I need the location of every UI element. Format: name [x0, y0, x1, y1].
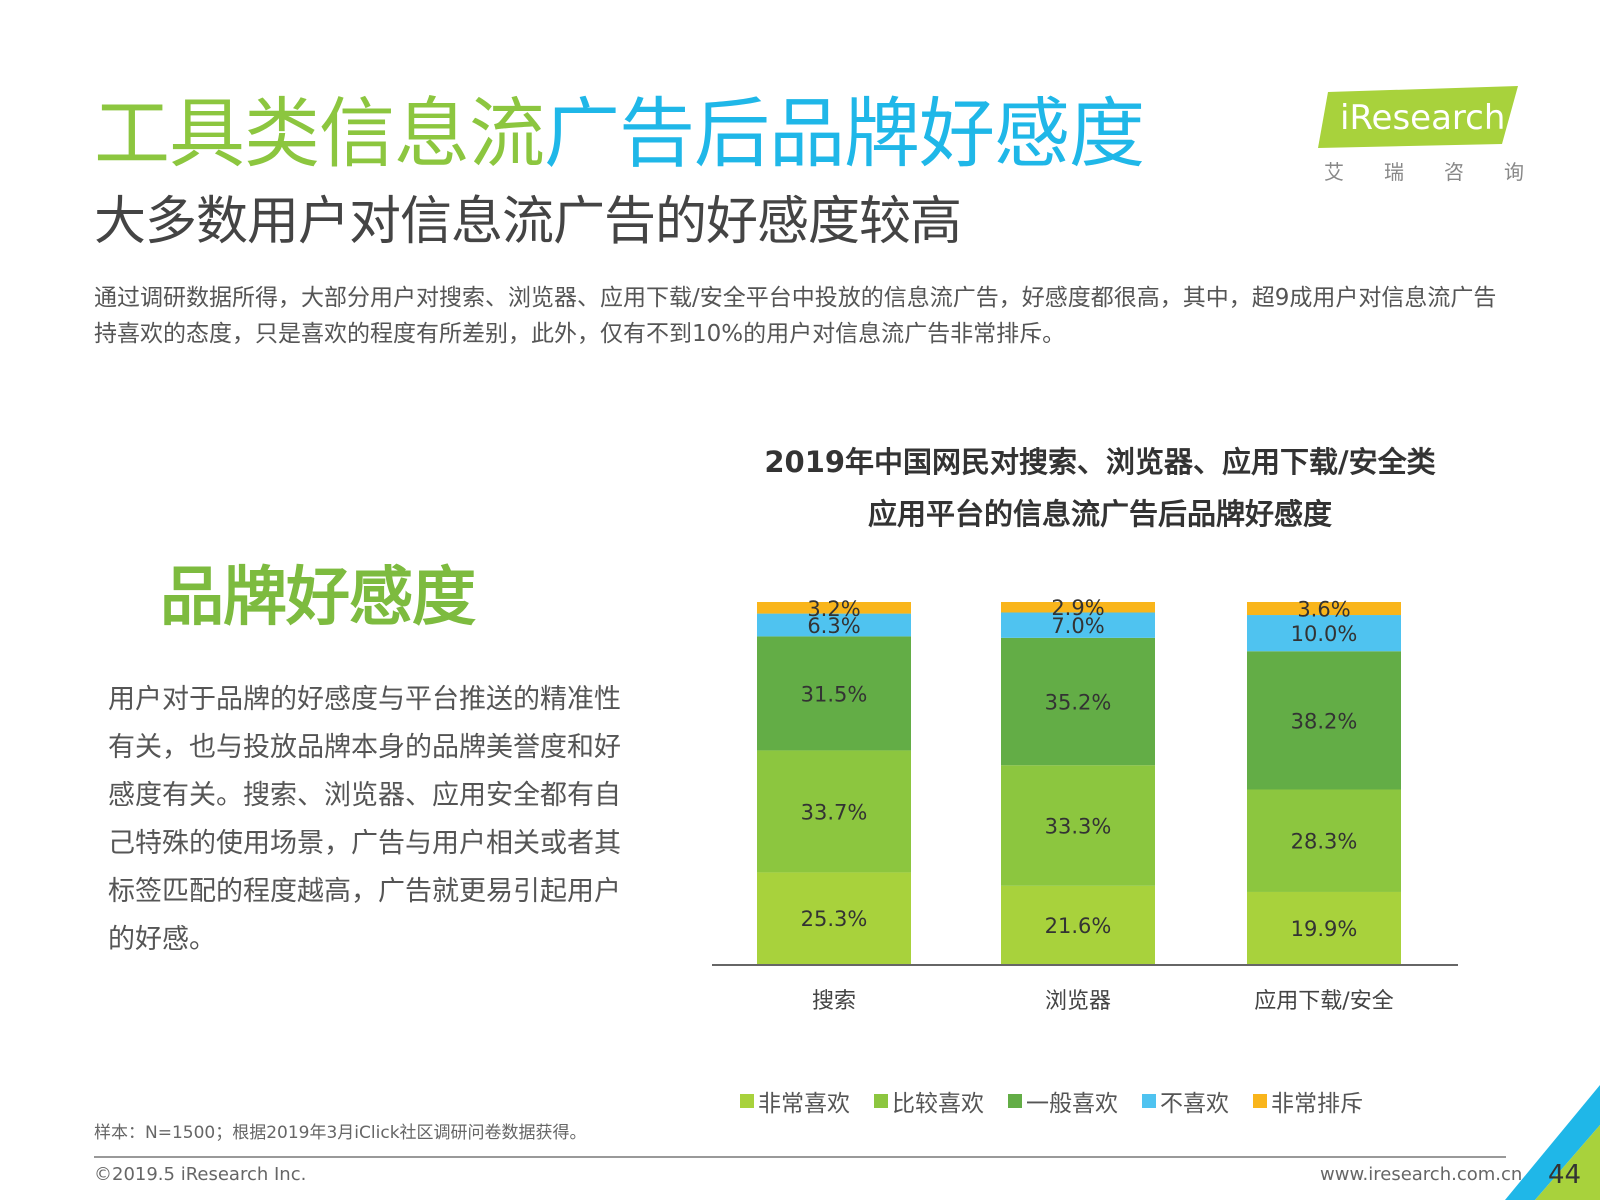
- bar-segment: [1001, 765, 1155, 886]
- bar-segment: [1247, 789, 1401, 892]
- data-label: 33.7%: [801, 800, 868, 824]
- panel-title: 品牌好感度: [160, 561, 476, 635]
- chart-title-line2: 应用平台的信息流广告后品牌好感度: [867, 497, 1332, 531]
- logo-char: 询: [1504, 160, 1524, 184]
- bar-segment: [757, 636, 911, 751]
- intro-paragraph: 通过调研数据所得，大部分用户对搜索、浏览器、应用下载/安全平台中投放的信息流广告…: [94, 285, 1497, 347]
- page-title-blue: 广告后品牌好感度: [544, 89, 1145, 178]
- x-tick-label: 搜索: [812, 989, 856, 1014]
- copyright-text: ©2019.5 iResearch Inc.: [94, 1164, 307, 1185]
- data-label: 21.6%: [1045, 914, 1112, 938]
- page-title: 工具类信息流广告后品牌好感度: [94, 89, 1145, 178]
- legend-label: 比较喜欢: [892, 1091, 984, 1117]
- legend-label: 一般喜欢: [1026, 1091, 1118, 1117]
- data-label: 25.3%: [801, 907, 868, 931]
- chart-svg: 25.3% 33.7% 31.5% 6.3%3.2% 搜索 21.6% 33.3% 35.2%…: [712, 596, 1458, 1014]
- footer-divider: [94, 1156, 1506, 1158]
- bar-segment: [1001, 885, 1155, 964]
- bar-segment: [757, 613, 911, 637]
- logo-text: iResearch: [1340, 98, 1506, 138]
- logo-char: 瑞: [1384, 160, 1404, 184]
- logo-char: 咨: [1444, 160, 1464, 184]
- legend-swatch: [1008, 1094, 1022, 1108]
- data-label: 3.6%: [1297, 598, 1350, 622]
- data-label: 38.2%: [1291, 709, 1358, 733]
- panel-text: 用户对于品牌的好感度与平台推送的精准性有关，也与投放品牌本身的品牌美誉度和好感度…: [108, 684, 621, 955]
- legend-swatch: [1253, 1094, 1267, 1108]
- data-label: 10.0%: [1291, 622, 1358, 646]
- legend-swatch: [740, 1094, 754, 1108]
- bar-segment: [1001, 637, 1155, 766]
- data-label: 35.2%: [1045, 691, 1112, 715]
- bar-segment: [1247, 891, 1401, 964]
- chart-legend: 非常喜欢 比较喜欢 一般喜欢 不喜欢 非常排斥: [740, 1084, 1387, 1118]
- bar-segment: [757, 750, 911, 873]
- legend-swatch: [1142, 1094, 1156, 1108]
- bar-segment: [1247, 602, 1401, 616]
- data-label: 19.9%: [1291, 917, 1358, 941]
- legend-swatch: [874, 1094, 888, 1108]
- data-label: 7.0%: [1051, 614, 1104, 638]
- bar-segment: [1247, 651, 1401, 790]
- data-label: 28.3%: [1291, 830, 1358, 854]
- data-label: 2.9%: [1051, 596, 1104, 620]
- x-tick-label: 浏览器: [1045, 989, 1111, 1014]
- legend-item: 一般喜欢: [1008, 1084, 1118, 1118]
- website-link[interactable]: www.iresearch.com.cn: [1320, 1164, 1523, 1185]
- legend-item: 非常喜欢: [740, 1084, 850, 1118]
- bar-segment: [757, 872, 911, 964]
- bar-segment: [1247, 615, 1401, 652]
- legend-item: 不喜欢: [1142, 1084, 1229, 1118]
- chart-title-line1: 2019年中国网民对搜索、浏览器、应用下载/安全类: [764, 445, 1436, 479]
- x-tick-label: 应用下载/安全: [1254, 989, 1393, 1014]
- logo-parallelogram: [1318, 86, 1518, 148]
- legend-label: 不喜欢: [1160, 1091, 1229, 1117]
- bar-segment: [1001, 602, 1155, 613]
- iresearch-logo: iResearch 艾 瑞 咨 询: [1318, 86, 1524, 184]
- logo-char: 艾: [1324, 160, 1344, 184]
- page-number: 44: [1548, 1160, 1582, 1190]
- logo-chinese-name: 艾 瑞 咨 询: [1324, 156, 1524, 185]
- legend-label: 非常喜欢: [758, 1091, 850, 1117]
- legend-label: 非常排斥: [1271, 1091, 1363, 1117]
- page-title-green: 工具类信息流: [94, 89, 545, 178]
- source-note: 样本：N=1500；根据2019年3月iClick社区调研问卷数据获得。: [94, 1123, 587, 1143]
- page-subtitle: 大多数用户对信息流广告的好感度较高: [94, 192, 962, 252]
- stacked-bar-chart: 25.3% 33.7% 31.5% 6.3% 3.2% 搜索 21.6% 33.3% 35.2%…: [700, 590, 1500, 1040]
- data-label: 3.2%: [807, 597, 860, 621]
- chart-title: 2019年中国网民对搜索、浏览器、应用下载/安全类 应用平台的信息流广告后品牌好…: [700, 436, 1500, 540]
- page-corner-decoration: [1505, 1085, 1600, 1200]
- legend-item: 非常排斥: [1253, 1084, 1363, 1118]
- bar-segment: [757, 602, 911, 614]
- data-label: 6.3%: [807, 614, 860, 638]
- legend-item: 比较喜欢: [874, 1084, 984, 1118]
- data-label: 31.5%: [801, 682, 868, 706]
- data-label: 33.3%: [1045, 815, 1112, 839]
- bar-segment: [1001, 612, 1155, 638]
